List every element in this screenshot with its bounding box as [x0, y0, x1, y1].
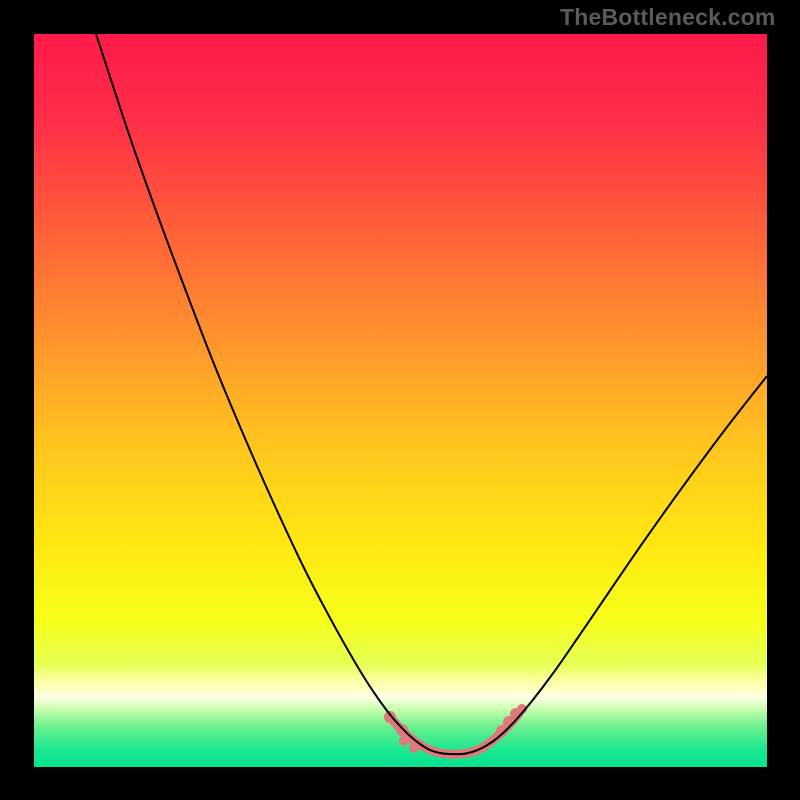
- plot-background: [34, 34, 767, 767]
- highlight-dot: [409, 743, 419, 753]
- chart-frame: [0, 0, 800, 800]
- highlight-dot: [384, 711, 396, 723]
- highlight-dot: [399, 736, 409, 746]
- watermark-text: TheBottleneck.com: [560, 4, 776, 31]
- highlight-dot: [396, 724, 408, 736]
- chart-svg: [0, 0, 800, 800]
